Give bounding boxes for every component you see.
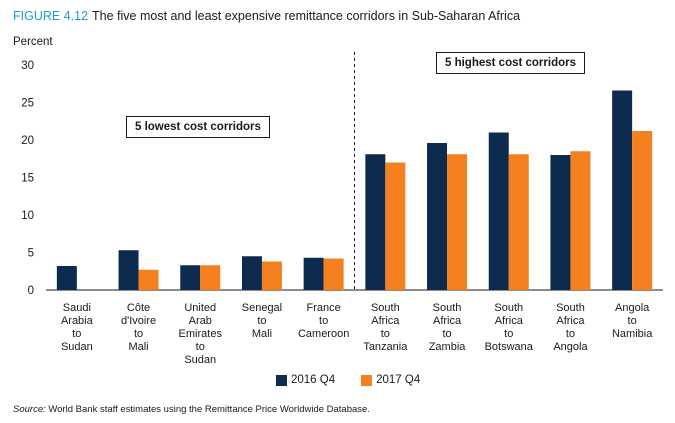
x-category-line: United bbox=[184, 302, 216, 314]
legend-swatch-2016 bbox=[276, 374, 287, 386]
x-category-line: Angola bbox=[615, 302, 650, 314]
legend-label-2017: 2017 Q4 bbox=[376, 374, 421, 386]
x-category-line: Emirates bbox=[179, 328, 223, 340]
x-category-line: Zambia bbox=[429, 341, 467, 353]
bar-2016 bbox=[488, 132, 509, 290]
x-category-line: to bbox=[504, 328, 513, 340]
source-note: Source: World Bank staff estimates using… bbox=[13, 404, 370, 415]
y-tick-label: 15 bbox=[21, 173, 34, 185]
legend-item-2017: 2017 Q4 bbox=[361, 374, 420, 386]
bar-2017 bbox=[200, 265, 221, 290]
bar-2016 bbox=[118, 250, 139, 290]
x-category-line: South bbox=[556, 302, 585, 314]
x-category-line: to bbox=[319, 315, 328, 327]
x-category-line: Botswana bbox=[485, 341, 534, 353]
figure-title: FIGURE 4.12 The five most and least expen… bbox=[13, 9, 520, 23]
x-category-line: Cameroon bbox=[298, 328, 349, 340]
bar-2017 bbox=[570, 151, 591, 290]
legend-swatch-2017 bbox=[361, 374, 373, 386]
x-category-line: to bbox=[442, 328, 451, 340]
bar-2017 bbox=[632, 131, 653, 290]
x-category-line: France bbox=[307, 302, 341, 314]
x-category-label: South Africa to Tanzania bbox=[363, 302, 408, 353]
x-category-line: South bbox=[371, 302, 400, 314]
bar-2016 bbox=[427, 143, 448, 290]
x-category-line: d'Ivoire bbox=[121, 315, 156, 327]
source-label: Source: bbox=[13, 404, 46, 415]
x-category-line: South bbox=[494, 302, 523, 314]
x-category-line: to bbox=[566, 328, 575, 340]
x-category-line: Africa bbox=[495, 315, 524, 327]
x-category-line: Senegal bbox=[242, 302, 282, 314]
x-category-line: Tanzania bbox=[363, 341, 408, 353]
x-category-line: to bbox=[72, 328, 81, 340]
x-category-line: South bbox=[433, 302, 462, 314]
source-text: World Bank staff estimates using the Rem… bbox=[48, 404, 370, 415]
bar-2016 bbox=[56, 266, 77, 290]
x-category-label: Côte d'Ivoire to Mali bbox=[121, 302, 156, 353]
x-category-label: South Africa to Zambia bbox=[429, 302, 467, 353]
bar-2016 bbox=[365, 154, 386, 290]
lowest-cost-callout: 5 lowest cost corridors bbox=[126, 116, 270, 138]
highest-cost-callout: 5 highest cost corridors bbox=[436, 52, 586, 74]
y-tick-label: 20 bbox=[21, 135, 34, 147]
bar-2016 bbox=[241, 256, 262, 290]
x-category-line: Angola bbox=[553, 341, 588, 353]
x-category-label: Senegal to Mali bbox=[242, 302, 282, 340]
y-tick-label: 0 bbox=[28, 285, 34, 297]
x-category-label: South Africa to Angola bbox=[553, 302, 588, 353]
x-category-line: Sudan bbox=[61, 341, 93, 353]
bar-2017 bbox=[447, 154, 468, 290]
x-category-line: Arabia bbox=[61, 315, 94, 327]
legend: 2016 Q4 2017 Q4 bbox=[276, 374, 420, 386]
x-category-line: to bbox=[134, 328, 143, 340]
y-tick-label: 10 bbox=[21, 210, 34, 222]
x-category-label: Angola to Namibia bbox=[612, 302, 653, 340]
figure-title-text: The five most and least expensive remitt… bbox=[92, 9, 521, 23]
x-category-line: Côte bbox=[127, 302, 150, 314]
y-tick-label: 25 bbox=[21, 98, 34, 110]
bar-2016 bbox=[550, 155, 571, 290]
x-category-line: Africa bbox=[433, 315, 462, 327]
x-category-line: Sudan bbox=[184, 354, 216, 366]
x-category-label: United Arab Emirates to Sudan bbox=[179, 302, 223, 366]
x-category-line: Africa bbox=[556, 315, 585, 327]
legend-label-2016: 2016 Q4 bbox=[291, 374, 336, 386]
x-category-line: to bbox=[257, 315, 266, 327]
x-category-line: to bbox=[196, 341, 205, 353]
x-category-line: to bbox=[381, 328, 390, 340]
bar-2017 bbox=[323, 258, 344, 290]
bar-2016 bbox=[303, 257, 324, 290]
x-category-line: Mali bbox=[252, 328, 272, 340]
bar-2017 bbox=[261, 261, 282, 290]
x-category-label: Saudi Arabia to Sudan bbox=[61, 302, 94, 353]
figure-label: FIGURE 4.12 bbox=[13, 9, 89, 23]
x-category-label: France to Cameroon bbox=[298, 302, 349, 340]
bar-2017 bbox=[138, 269, 159, 290]
x-category-line: Namibia bbox=[612, 328, 653, 340]
x-category-label: South Africa to Botswana bbox=[485, 302, 534, 353]
bar-2016 bbox=[180, 265, 201, 290]
x-category-line: Mali bbox=[128, 341, 148, 353]
x-category-line: Saudi bbox=[63, 302, 91, 314]
bar-2017 bbox=[508, 154, 529, 290]
bar-2016 bbox=[612, 90, 633, 290]
x-category-line: to bbox=[628, 315, 637, 327]
x-category-line: Arab bbox=[189, 315, 212, 327]
legend-item-2016: 2016 Q4 bbox=[276, 374, 335, 386]
y-tick-label: 5 bbox=[28, 248, 34, 260]
y-tick-label: 30 bbox=[21, 60, 34, 72]
y-axis-unit: Percent bbox=[13, 36, 53, 48]
x-category-line: Africa bbox=[371, 315, 400, 327]
bar-2017 bbox=[385, 162, 406, 290]
